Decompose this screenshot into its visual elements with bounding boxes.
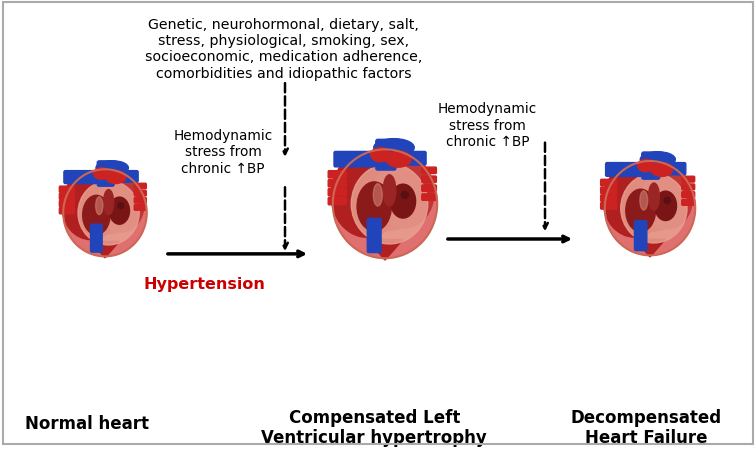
FancyBboxPatch shape	[60, 201, 74, 207]
Ellipse shape	[640, 152, 675, 168]
Ellipse shape	[338, 151, 432, 231]
FancyBboxPatch shape	[606, 163, 641, 177]
FancyBboxPatch shape	[135, 191, 147, 197]
FancyBboxPatch shape	[600, 188, 617, 194]
FancyBboxPatch shape	[600, 195, 617, 202]
Ellipse shape	[401, 192, 408, 199]
Ellipse shape	[640, 191, 648, 211]
Ellipse shape	[386, 152, 411, 168]
Text: Hemodynamic
stress from
chronic ↑BP: Hemodynamic stress from chronic ↑BP	[173, 129, 273, 175]
Text: Decompensated
Heart Failure: Decompensated Heart Failure	[571, 408, 722, 446]
FancyBboxPatch shape	[642, 153, 660, 180]
FancyBboxPatch shape	[60, 194, 74, 200]
FancyBboxPatch shape	[60, 208, 74, 214]
Ellipse shape	[118, 203, 124, 209]
FancyBboxPatch shape	[64, 171, 97, 184]
Ellipse shape	[373, 139, 414, 157]
Ellipse shape	[651, 163, 673, 177]
Ellipse shape	[655, 192, 677, 221]
Ellipse shape	[626, 190, 655, 232]
Ellipse shape	[62, 172, 119, 240]
Ellipse shape	[94, 169, 110, 180]
FancyBboxPatch shape	[328, 171, 346, 179]
FancyBboxPatch shape	[658, 163, 686, 175]
Text: Compensated Left
Ventricular hypertrophy: Compensated Left Ventricular hypertrophy	[262, 408, 487, 446]
Ellipse shape	[642, 168, 692, 230]
Ellipse shape	[370, 148, 390, 162]
Ellipse shape	[98, 175, 144, 233]
FancyBboxPatch shape	[91, 225, 102, 253]
FancyBboxPatch shape	[422, 168, 436, 174]
FancyBboxPatch shape	[328, 180, 346, 188]
Text: Genetic, neurohormonal, dietary, salt,
stress, physiological, smoking, sex,
soci: Genetic, neurohormonal, dietary, salt, s…	[145, 18, 422, 80]
Ellipse shape	[373, 184, 383, 207]
FancyBboxPatch shape	[395, 152, 426, 166]
Ellipse shape	[78, 181, 139, 245]
FancyBboxPatch shape	[682, 200, 695, 206]
Ellipse shape	[96, 198, 103, 215]
FancyBboxPatch shape	[135, 198, 147, 204]
Text: Normal heart: Normal heart	[25, 414, 149, 432]
FancyBboxPatch shape	[682, 184, 695, 190]
Ellipse shape	[637, 160, 655, 172]
FancyBboxPatch shape	[422, 194, 436, 201]
FancyBboxPatch shape	[376, 140, 396, 170]
FancyBboxPatch shape	[367, 219, 381, 253]
FancyBboxPatch shape	[682, 192, 695, 198]
Ellipse shape	[67, 170, 143, 235]
Ellipse shape	[621, 174, 687, 244]
Ellipse shape	[376, 157, 434, 228]
FancyBboxPatch shape	[422, 177, 436, 183]
Polygon shape	[367, 240, 403, 260]
Ellipse shape	[104, 190, 113, 215]
FancyBboxPatch shape	[98, 161, 114, 187]
Ellipse shape	[357, 183, 392, 231]
FancyBboxPatch shape	[634, 221, 647, 251]
Ellipse shape	[333, 151, 437, 258]
FancyBboxPatch shape	[422, 185, 436, 192]
FancyBboxPatch shape	[600, 180, 617, 187]
Ellipse shape	[106, 171, 126, 184]
Ellipse shape	[664, 198, 671, 204]
FancyBboxPatch shape	[682, 177, 695, 183]
FancyBboxPatch shape	[600, 203, 617, 210]
Ellipse shape	[603, 164, 665, 238]
Ellipse shape	[649, 184, 659, 211]
Polygon shape	[91, 242, 119, 258]
Ellipse shape	[383, 175, 396, 207]
Text: Hypertension: Hypertension	[143, 276, 265, 291]
Ellipse shape	[605, 162, 695, 255]
Ellipse shape	[352, 164, 428, 244]
FancyBboxPatch shape	[328, 189, 346, 197]
Ellipse shape	[64, 170, 147, 256]
Ellipse shape	[609, 162, 691, 232]
Polygon shape	[634, 239, 665, 258]
Text: Hemodynamic
stress from
chronic ↑BP: Hemodynamic stress from chronic ↑BP	[438, 102, 538, 148]
Ellipse shape	[110, 198, 129, 225]
Ellipse shape	[82, 196, 110, 235]
FancyBboxPatch shape	[328, 198, 346, 205]
FancyBboxPatch shape	[112, 171, 138, 183]
FancyBboxPatch shape	[60, 187, 74, 193]
FancyBboxPatch shape	[334, 152, 375, 167]
FancyBboxPatch shape	[135, 205, 147, 211]
Ellipse shape	[96, 161, 129, 175]
Ellipse shape	[331, 153, 403, 238]
Ellipse shape	[390, 185, 416, 219]
FancyBboxPatch shape	[135, 184, 147, 189]
